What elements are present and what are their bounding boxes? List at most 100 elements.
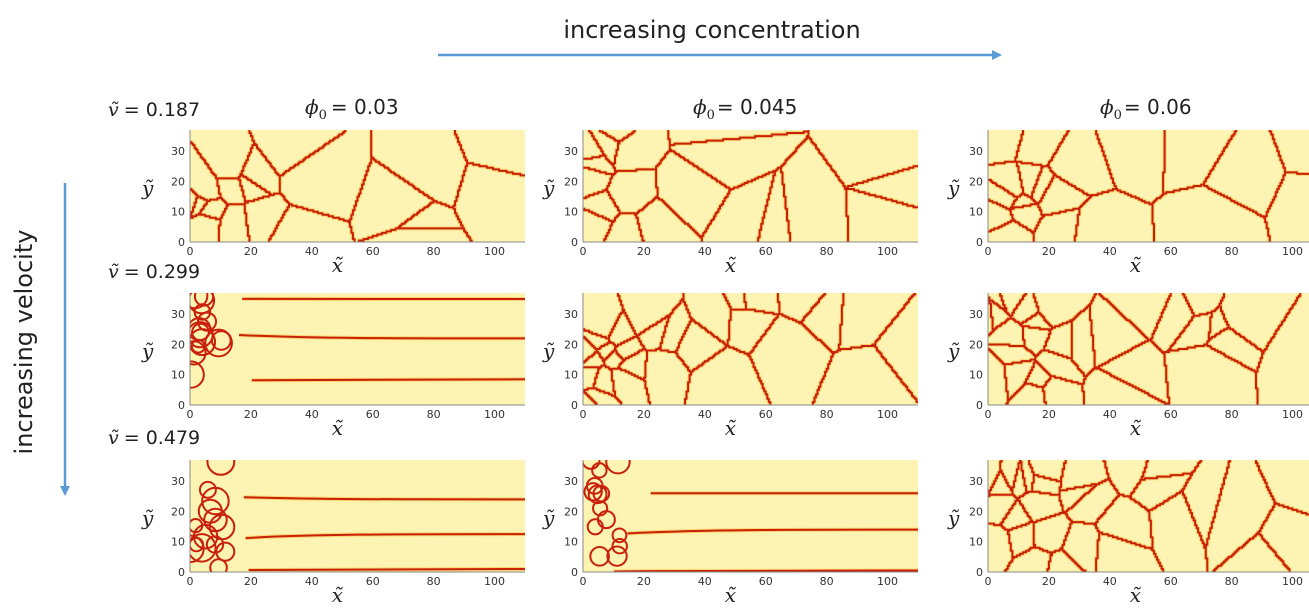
concentration-label: increasing concentration <box>563 16 860 44</box>
x-tick-label: 0 <box>187 408 194 421</box>
x-tick-label: 20 <box>637 575 651 588</box>
x-tick-label: 100 <box>877 245 898 258</box>
x-tick-label: 0 <box>985 575 992 588</box>
x-tick-label: 20 <box>637 408 651 421</box>
y-tick-label: 0 <box>571 399 578 412</box>
x-tick-label: 0 <box>985 408 992 421</box>
panel-grid: 0 20 40 60 80 1000102030x̃ỹ0 20 40 60 80 100010203… <box>141 130 1309 607</box>
y-tick-label: 10 <box>969 536 983 549</box>
x-tick-label: 20 <box>1042 575 1056 588</box>
y-tick-label: 0 <box>976 236 983 249</box>
x-tick-label: 0 <box>985 245 992 258</box>
y-axis-label: ỹ <box>141 176 154 200</box>
y-tick-label: 20 <box>969 505 983 518</box>
x-tick-label: 100 <box>877 408 898 421</box>
y-tick-label: 10 <box>969 206 983 219</box>
y-tick-label: 30 <box>969 145 983 158</box>
panel-r1-c1: 0 20 40 60 80 100 0 10 20 30 x̃ ỹ <box>141 130 525 277</box>
y-tick-label: 0 <box>178 399 185 412</box>
y-tick-label: 20 <box>171 338 185 351</box>
x-tick-label: 0 <box>580 408 587 421</box>
x-axis-label: x̃ <box>332 583 344 607</box>
y-tick-label: 10 <box>564 369 578 382</box>
x-axis-label: x̃ <box>1130 583 1142 607</box>
y-tick-label: 20 <box>969 175 983 188</box>
x-tick-label: 80 <box>427 575 441 588</box>
x-axis-label: x̃ <box>1130 416 1142 440</box>
y-tick-label: 20 <box>564 175 578 188</box>
panel-r2-c1: 0 20 40 60 80 100 0 10 20 30 x̃ ỹ <box>141 283 525 440</box>
x-tick-label: 40 <box>698 245 712 258</box>
x-tick-label: 100 <box>1282 245 1303 258</box>
y-tick-label: 20 <box>171 175 185 188</box>
x-tick-label: 20 <box>244 408 258 421</box>
y-tick-label: 20 <box>171 505 185 518</box>
x-tick-label: 100 <box>484 245 505 258</box>
y-tick-label: 10 <box>564 536 578 549</box>
y-tick-label: 20 <box>564 338 578 351</box>
panel-r2-c2: 0 20 40 60 80 100 0 10 20 30 x̃ ỹ <box>542 293 918 440</box>
x-tick-label: 40 <box>305 575 319 588</box>
x-tick-label: 60 <box>1164 408 1178 421</box>
panel-r3-c1: 0 20 40 60 80 100 0 10 20 30 x̃ ỹ <box>141 448 525 607</box>
x-tick-label: 80 <box>1225 408 1239 421</box>
panel-r1-c3: 0 20 40 60 80 100 0 10 20 30 x̃ ỹ <box>947 130 1309 277</box>
y-tick-label: 10 <box>969 369 983 382</box>
x-tick-label: 0 <box>187 245 194 258</box>
x-axis-label: x̃ <box>725 583 737 607</box>
x-tick-label: 20 <box>637 245 651 258</box>
x-tick-label: 0 <box>187 575 194 588</box>
x-axis-label: x̃ <box>1130 253 1142 277</box>
panel-background <box>190 293 525 405</box>
x-tick-label: 40 <box>698 408 712 421</box>
column-label-3: ϕ0 = 0.06 <box>1100 95 1192 123</box>
x-tick-label: 40 <box>1103 408 1117 421</box>
y-tick-label: 10 <box>564 206 578 219</box>
x-axis-label: x̃ <box>332 253 344 277</box>
y-tick-label: 20 <box>969 338 983 351</box>
panel-r3-c2: 0 20 40 60 80 100 0 10 20 30 x̃ ỹ <box>542 450 918 607</box>
x-tick-label: 80 <box>427 245 441 258</box>
x-axis-label: x̃ <box>332 416 344 440</box>
x-tick-label: 80 <box>820 245 834 258</box>
x-tick-label: 60 <box>759 408 773 421</box>
x-axis-label: x̃ <box>725 416 737 440</box>
y-tick-label: 20 <box>564 505 578 518</box>
velocity-label: increasing velocity <box>10 230 38 455</box>
y-tick-label: 10 <box>171 536 185 549</box>
y-axis-label: ỹ <box>542 506 555 530</box>
x-tick-label: 100 <box>484 575 505 588</box>
x-tick-label: 80 <box>427 408 441 421</box>
y-tick-label: 10 <box>171 369 185 382</box>
y-axis-label: ỹ <box>141 506 154 530</box>
x-axis-label: x̃ <box>725 253 737 277</box>
column-label-1: ϕ0 = 0.03 <box>305 95 399 123</box>
y-axis-label: ỹ <box>947 506 960 530</box>
x-tick-label: 80 <box>820 408 834 421</box>
row-label-3: ṽ = 0.479 <box>108 427 200 449</box>
y-axis-label: ỹ <box>947 339 960 363</box>
y-tick-label: 0 <box>571 236 578 249</box>
x-tick-label: 0 <box>580 245 587 258</box>
x-tick-label: 20 <box>1042 408 1056 421</box>
x-tick-label: 60 <box>759 245 773 258</box>
y-tick-label: 30 <box>564 308 578 321</box>
x-tick-label: 100 <box>1282 408 1303 421</box>
y-axis-label: ỹ <box>542 339 555 363</box>
y-axis-label: ỹ <box>141 339 154 363</box>
x-tick-label: 40 <box>698 575 712 588</box>
x-tick-label: 60 <box>1164 245 1178 258</box>
y-tick-label: 0 <box>571 566 578 579</box>
x-tick-label: 100 <box>877 575 898 588</box>
y-tick-label: 30 <box>564 475 578 488</box>
y-tick-label: 0 <box>976 399 983 412</box>
y-tick-label: 0 <box>178 236 185 249</box>
x-tick-label: 40 <box>1103 245 1117 258</box>
y-tick-label: 30 <box>969 308 983 321</box>
y-tick-label: 30 <box>171 308 185 321</box>
y-tick-label: 30 <box>564 145 578 158</box>
y-tick-label: 30 <box>171 145 185 158</box>
x-tick-label: 80 <box>1225 245 1239 258</box>
y-tick-label: 30 <box>969 475 983 488</box>
x-tick-label: 20 <box>244 575 258 588</box>
